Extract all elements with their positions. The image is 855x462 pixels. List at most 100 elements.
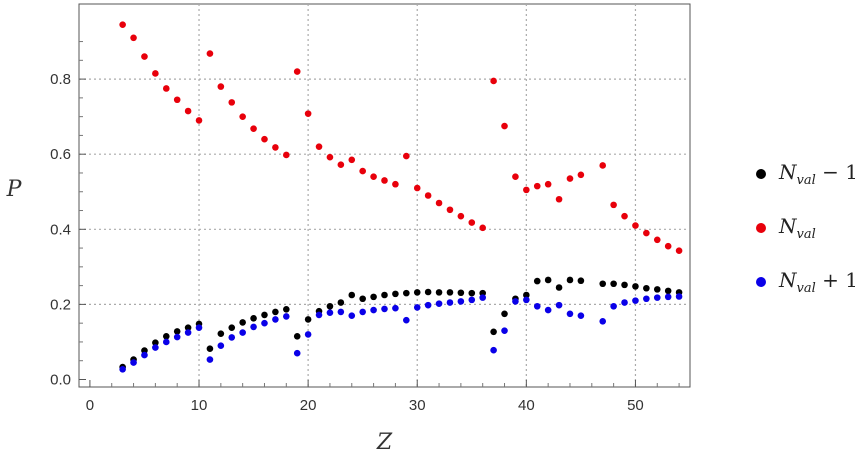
data-point bbox=[392, 290, 399, 298]
data-point bbox=[250, 323, 257, 331]
data-point bbox=[533, 302, 541, 310]
legend-label: Nval bbox=[779, 214, 816, 242]
data-point bbox=[544, 180, 552, 188]
data-point bbox=[206, 356, 214, 363]
data-point bbox=[653, 236, 661, 244]
data-point bbox=[501, 327, 508, 334]
data-point bbox=[403, 289, 410, 297]
data-point bbox=[381, 291, 388, 299]
x-tick-label: 30 bbox=[409, 397, 426, 414]
x-tick-label: 50 bbox=[627, 397, 644, 414]
legend-label: Nval + 1 bbox=[779, 268, 855, 296]
data-point bbox=[479, 294, 486, 301]
data-point bbox=[512, 298, 519, 305]
data-point bbox=[315, 143, 323, 150]
data-point bbox=[250, 125, 257, 132]
data-point bbox=[261, 319, 268, 327]
data-point bbox=[544, 276, 552, 284]
data-point bbox=[239, 329, 246, 336]
data-point bbox=[195, 324, 203, 331]
data-point bbox=[162, 85, 170, 92]
data-points bbox=[119, 21, 683, 373]
data-point bbox=[555, 195, 563, 203]
data-point bbox=[195, 117, 203, 124]
data-point bbox=[283, 305, 290, 313]
plot-frame bbox=[78, 3, 691, 388]
data-point bbox=[566, 310, 574, 318]
data-point bbox=[664, 293, 672, 301]
data-point bbox=[599, 317, 607, 325]
data-point bbox=[533, 182, 541, 190]
data-point bbox=[566, 276, 574, 284]
data-point bbox=[403, 316, 410, 324]
data-point bbox=[381, 305, 388, 313]
data-point bbox=[337, 161, 345, 169]
data-point bbox=[435, 199, 443, 207]
data-point bbox=[424, 301, 432, 309]
data-point bbox=[326, 302, 334, 310]
data-point bbox=[621, 281, 628, 289]
data-point bbox=[664, 242, 672, 250]
data-point bbox=[632, 222, 639, 229]
data-point bbox=[457, 212, 465, 220]
data-point bbox=[348, 156, 356, 164]
data-point bbox=[359, 295, 366, 303]
data-point bbox=[348, 291, 356, 299]
data-point bbox=[228, 324, 236, 331]
series-0 bbox=[119, 276, 683, 371]
data-point bbox=[544, 306, 552, 314]
data-point bbox=[304, 316, 312, 323]
data-point bbox=[293, 333, 301, 340]
data-point bbox=[184, 329, 192, 336]
data-point bbox=[370, 293, 377, 301]
data-point bbox=[315, 311, 323, 319]
data-point bbox=[283, 151, 290, 159]
data-point bbox=[173, 96, 181, 104]
data-point bbox=[555, 301, 563, 309]
data-point bbox=[446, 299, 454, 306]
data-point bbox=[141, 53, 148, 60]
data-point bbox=[621, 299, 628, 306]
legend-swatch bbox=[756, 277, 766, 287]
data-point bbox=[468, 289, 476, 297]
x-axis-label: Z bbox=[376, 430, 393, 455]
data-point bbox=[359, 167, 366, 175]
data-point bbox=[621, 212, 628, 220]
data-point bbox=[653, 294, 661, 301]
data-point bbox=[228, 334, 236, 341]
data-point bbox=[610, 280, 617, 288]
data-point bbox=[435, 289, 443, 296]
data-point bbox=[272, 144, 279, 151]
y-tick-label: 0.6 bbox=[50, 146, 71, 163]
data-point bbox=[272, 316, 279, 323]
y-tick-label: 0.4 bbox=[50, 221, 71, 238]
data-point bbox=[206, 50, 214, 57]
data-point bbox=[424, 192, 432, 199]
data-point bbox=[413, 304, 421, 311]
data-point bbox=[141, 351, 148, 359]
data-point bbox=[283, 313, 290, 320]
data-point bbox=[533, 277, 541, 285]
data-point bbox=[555, 284, 563, 291]
data-point bbox=[490, 328, 497, 336]
data-point bbox=[413, 184, 421, 192]
data-point bbox=[468, 296, 476, 304]
data-point bbox=[162, 333, 170, 340]
legend-swatch bbox=[756, 223, 766, 233]
data-point bbox=[326, 153, 334, 161]
data-point bbox=[523, 291, 530, 299]
data-point bbox=[152, 70, 159, 77]
data-point bbox=[490, 346, 497, 354]
data-point bbox=[599, 162, 607, 169]
data-point bbox=[632, 297, 639, 304]
data-point bbox=[599, 280, 607, 288]
data-point bbox=[523, 296, 530, 304]
data-point bbox=[119, 21, 126, 28]
data-point bbox=[435, 300, 443, 307]
data-point bbox=[217, 342, 225, 349]
data-point bbox=[348, 312, 356, 319]
data-point bbox=[217, 330, 225, 337]
data-point bbox=[446, 206, 454, 214]
grid-lines bbox=[79, 4, 690, 387]
data-point bbox=[643, 229, 650, 237]
